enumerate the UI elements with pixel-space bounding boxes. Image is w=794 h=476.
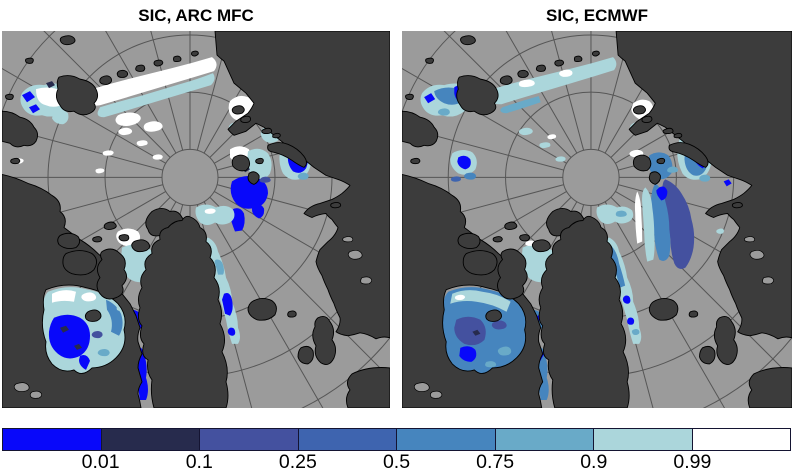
panel-title-ecmwf: SIC, ECMWF <box>546 6 648 25</box>
colorbar-tick-label: 0.75 <box>476 451 515 473</box>
colorbar <box>2 428 791 451</box>
colorbar-segment <box>200 429 299 450</box>
map-panel-ecmwf <box>402 31 792 408</box>
colorbar-tick-labels: 0.01 0.1 0.25 0.5 0.75 0.9 0.99 <box>2 450 791 476</box>
colorbar-tick-label: 0.1 <box>185 451 213 473</box>
colorbar-segment <box>3 429 102 450</box>
map-panel-arc-mfc <box>2 31 390 408</box>
colorbar-tick-label: 0.25 <box>278 451 317 473</box>
colorbar-tick-label: 0.9 <box>580 451 608 473</box>
panel-title-arc-mfc: SIC, ARC MFC <box>138 6 254 25</box>
colorbar-segment <box>692 429 790 450</box>
colorbar-tick-label: 0.01 <box>81 451 120 473</box>
colorbar-tick-label: 0.99 <box>673 451 712 473</box>
colorbar-segment <box>298 429 397 450</box>
colorbar-tick-label: 0.5 <box>382 451 411 473</box>
colorbar-segment <box>495 429 594 450</box>
colorbar-segment <box>594 429 693 450</box>
colorbar-segment <box>101 429 200 450</box>
colorbar-segment <box>397 429 496 450</box>
